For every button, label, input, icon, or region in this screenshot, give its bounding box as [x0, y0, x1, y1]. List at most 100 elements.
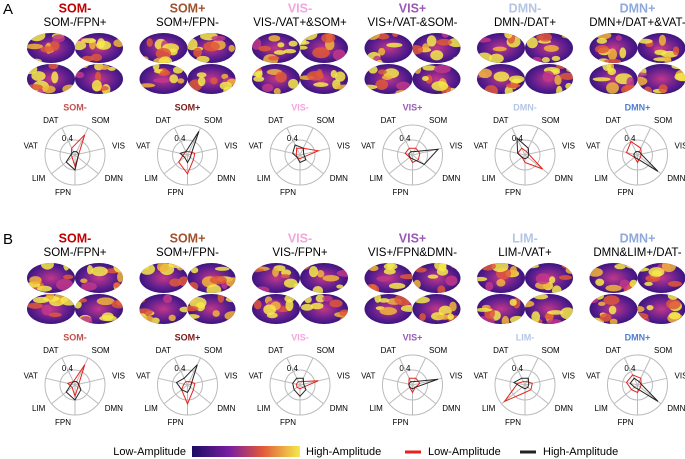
brain-blob	[509, 315, 525, 324]
brain-view	[27, 263, 75, 293]
radar-axis-label: VAT	[24, 372, 38, 381]
radar-tick-label: 0.4	[399, 134, 411, 143]
radar-spoke	[61, 357, 76, 386]
brain-blob	[99, 64, 110, 70]
brain-blob	[648, 267, 665, 277]
brain-blob	[430, 50, 444, 61]
radar-spoke	[187, 154, 212, 175]
radar-axis-label: VIS	[112, 142, 125, 151]
brain-blob	[210, 77, 218, 85]
radar-axis-label: DAT	[43, 116, 59, 125]
brain-blob	[615, 35, 622, 41]
brain-view	[637, 263, 685, 293]
brain-view	[75, 263, 123, 293]
brain-view	[637, 294, 685, 324]
brain-blob	[376, 276, 390, 282]
brain-blobs	[300, 294, 348, 324]
radar-spoke	[187, 357, 201, 386]
pattern-label: SOM-/FPN+	[44, 17, 107, 29]
brain-view	[27, 64, 75, 94]
brain-blob	[436, 38, 452, 46]
brain-blob	[252, 268, 264, 273]
brain-blob	[414, 65, 422, 74]
brain-blob	[187, 305, 199, 312]
radar-axis-label: DMN	[555, 174, 573, 183]
brain-blob	[672, 46, 680, 56]
radar-spoke	[163, 154, 188, 175]
brain-blob	[436, 314, 452, 320]
legend-label: High-Amplitude	[543, 446, 618, 458]
brain-blob	[377, 33, 390, 40]
brain-blob	[96, 297, 115, 306]
brain-blob	[637, 76, 648, 86]
radar-axis-label: VAT	[586, 372, 600, 381]
radar-axis-label: SOM	[204, 116, 223, 125]
brain-blob	[535, 273, 551, 285]
brain-blob	[566, 67, 573, 73]
radar-axis-label: DAT	[606, 116, 622, 125]
brain-blob	[625, 263, 638, 269]
radar-axis-label: VAT	[249, 142, 263, 151]
brain-blob	[211, 35, 226, 41]
brain-view	[252, 263, 300, 293]
brain-blob	[505, 83, 521, 89]
state-label: DMN-	[509, 1, 542, 15]
brain-blob	[386, 263, 395, 270]
brain-blob	[169, 74, 179, 84]
brain-blob	[193, 47, 202, 58]
brain-blob	[378, 298, 390, 303]
brain-blob	[607, 48, 618, 61]
brain-blob	[386, 42, 403, 48]
brain-view	[139, 263, 188, 293]
brain-blob	[596, 33, 612, 40]
brain-blob	[339, 316, 348, 324]
radar-axis-label: DMN	[217, 174, 235, 183]
radar-spoke	[608, 377, 638, 386]
brain-blob	[337, 263, 348, 268]
brain-blob	[30, 58, 43, 63]
brain-blob	[452, 56, 461, 62]
radar-axis-label: DAT	[268, 346, 284, 355]
radar-axis-label: FPN	[505, 418, 521, 427]
brain-blob	[422, 65, 437, 71]
brain-blob	[268, 55, 280, 61]
brain-blob	[565, 266, 573, 274]
radar-spoke	[158, 147, 188, 156]
radar-axis-label: VIS	[337, 142, 350, 151]
brain-blobs	[638, 34, 680, 63]
radar-spoke	[270, 377, 301, 386]
brain-view	[300, 263, 348, 293]
brain-blob	[95, 40, 112, 50]
radar-axis-label: VIS	[450, 372, 463, 381]
brain-blob	[364, 283, 380, 293]
brain-blob	[392, 33, 399, 37]
brain-blob	[196, 72, 207, 78]
radar-axis-label: VAT	[586, 142, 600, 151]
radar-tick-label: 0.4	[624, 134, 636, 143]
pattern-label: VIS+/VAT-&SOM-	[368, 17, 458, 29]
brain-blob	[153, 78, 170, 83]
brain-view	[187, 64, 236, 94]
brain-blob	[28, 33, 46, 42]
brain-blob	[364, 33, 380, 40]
brain-blob	[81, 282, 97, 291]
brain-view	[412, 263, 461, 293]
radar-axis-label: DMN	[330, 174, 348, 183]
brain-view	[412, 33, 461, 63]
brain-blob	[427, 274, 439, 279]
brain-blobs	[253, 294, 295, 319]
brain-blob	[561, 34, 573, 39]
brain-blob	[546, 319, 563, 324]
brain-blob	[542, 70, 555, 83]
brain-view	[75, 294, 123, 324]
radar-axis-label: VIS	[112, 372, 125, 381]
radar-line	[292, 377, 307, 398]
brain-blob	[197, 76, 206, 87]
brain-blob	[306, 71, 324, 81]
brain-blob	[608, 305, 617, 315]
brain-blob	[479, 263, 496, 271]
brain-view	[187, 263, 236, 293]
radar-spoke	[286, 357, 301, 386]
radar-title: DMN+	[625, 102, 651, 112]
brain-view	[75, 64, 123, 94]
